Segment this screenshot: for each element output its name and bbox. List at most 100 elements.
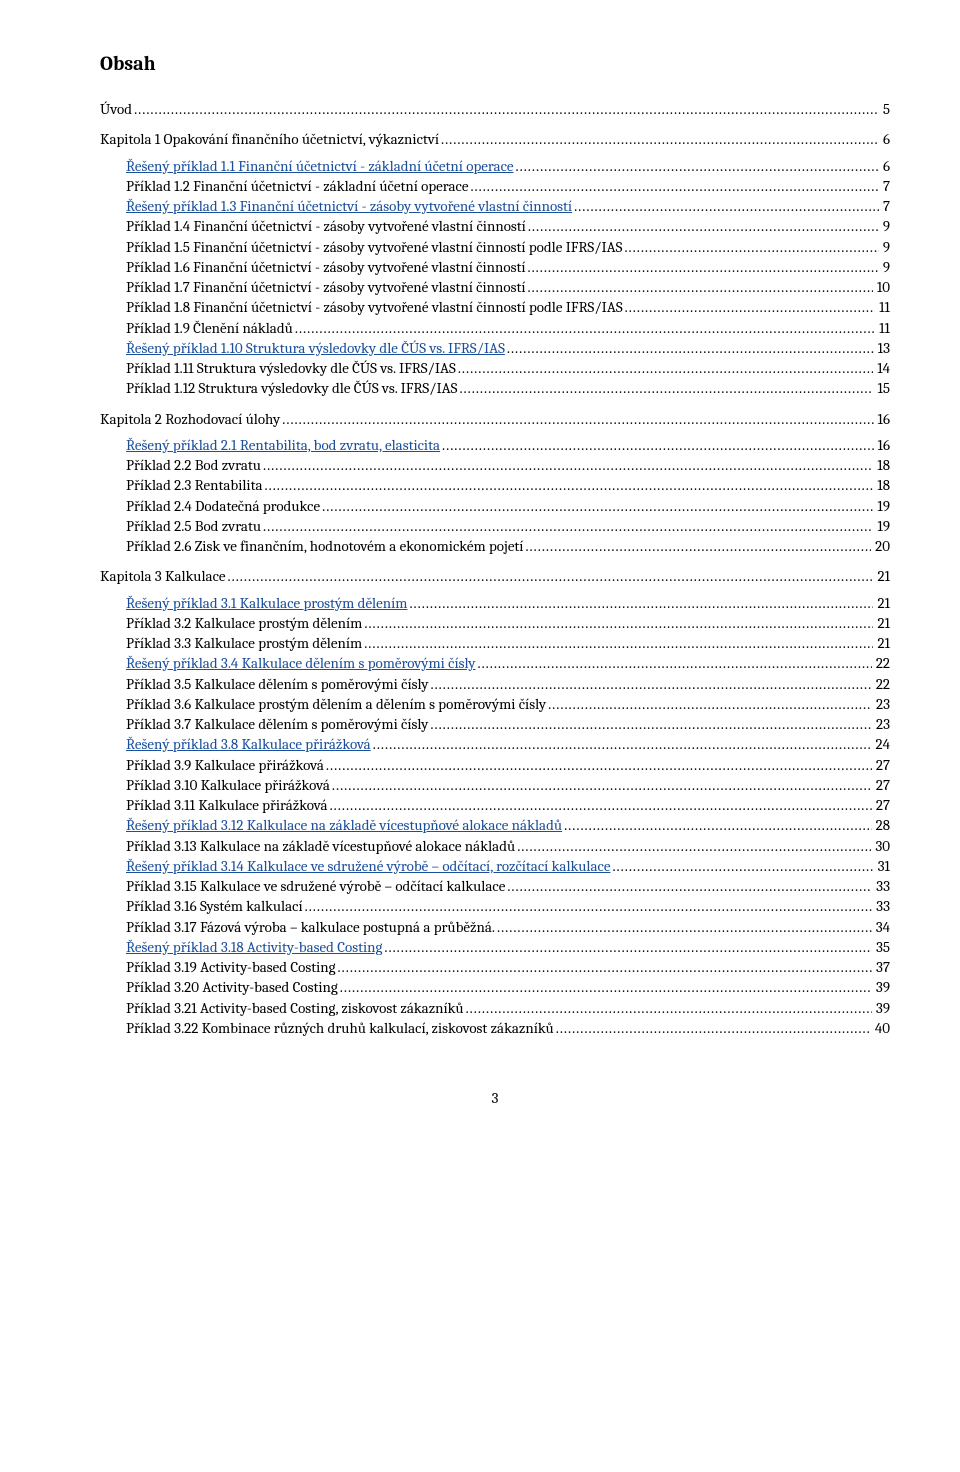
toc-label: Příklad 3.22 Kombinace různých druhů kal… bbox=[126, 1018, 554, 1038]
toc-dots bbox=[497, 917, 872, 937]
toc-page-number: 28 bbox=[876, 815, 890, 835]
toc-dots bbox=[305, 896, 873, 916]
toc-link-label[interactable]: Řešený příklad 2.1 Rentabilita, bod zvra… bbox=[126, 435, 440, 455]
toc-page-number: 39 bbox=[876, 977, 890, 997]
toc-dots bbox=[612, 856, 873, 876]
toc-link-label[interactable]: Řešený příklad 3.8 Kalkulace přirážková bbox=[126, 734, 371, 754]
toc-entry: Příklad 2.5 Bod zvratu19 bbox=[126, 516, 890, 536]
toc-entry: Příklad 1.11 Struktura výsledovky dle ČÚ… bbox=[126, 358, 890, 378]
toc-page-number: 16 bbox=[878, 435, 890, 455]
toc-page-number: 11 bbox=[879, 297, 890, 317]
toc-page-number: 27 bbox=[876, 755, 890, 775]
toc-page-number: 37 bbox=[876, 957, 890, 977]
toc-entry: Příklad 3.7 Kalkulace dělením s poměrový… bbox=[126, 714, 890, 734]
toc-entry: Řešený příklad 3.12 Kalkulace na základě… bbox=[126, 815, 890, 835]
toc-entry: Příklad 2.4 Dodatečná produkce19 bbox=[126, 496, 890, 516]
toc-dots bbox=[364, 633, 873, 653]
toc-entry: Příklad 1.6 Finanční účetnictví - zásoby… bbox=[126, 257, 890, 277]
toc-entry: Kapitola 2 Rozhodovací úlohy 16 bbox=[100, 409, 890, 429]
toc-label: Příklad 1.5 Finanční účetnictví - zásoby… bbox=[126, 237, 622, 257]
toc-entry: Řešený příklad 2.1 Rentabilita, bod zvra… bbox=[126, 435, 890, 455]
toc-dots bbox=[624, 237, 878, 257]
table-of-contents: Úvod5Kapitola 1 Opakování finančního úče… bbox=[100, 99, 890, 1038]
toc-page-number: 7 bbox=[883, 176, 890, 196]
toc-link-label[interactable]: Řešený příklad 3.18 Activity-based Costi… bbox=[126, 937, 382, 957]
toc-page-number: 11 bbox=[879, 318, 890, 338]
toc-page-number: 9 bbox=[883, 216, 890, 236]
toc-entry: Příklad 3.10 Kalkulace přirážková 27 bbox=[126, 775, 890, 795]
toc-link-label[interactable]: Řešený příklad 1.3 Finanční účetnictví -… bbox=[126, 196, 572, 216]
toc-label: Příklad 3.5 Kalkulace dělením s poměrový… bbox=[126, 674, 428, 694]
toc-page-number: 10 bbox=[877, 277, 890, 297]
toc-dots bbox=[574, 196, 879, 216]
toc-page-number: 27 bbox=[876, 775, 890, 795]
toc-dots bbox=[517, 836, 871, 856]
toc-page-number: 33 bbox=[876, 896, 890, 916]
toc-link-label[interactable]: Řešený příklad 3.1 Kalkulace prostým děl… bbox=[126, 593, 407, 613]
toc-entry: Příklad 1.2 Finanční účetnictví - základ… bbox=[126, 176, 890, 196]
toc-link-label[interactable]: Řešený příklad 3.4 Kalkulace dělením s p… bbox=[126, 653, 475, 673]
toc-dots bbox=[564, 815, 872, 835]
toc-link-label[interactable]: Řešený příklad 1.10 Struktura výsledovky… bbox=[126, 338, 505, 358]
toc-label: Příklad 3.11 Kalkulace přirážková bbox=[126, 795, 328, 815]
toc-dots bbox=[625, 297, 876, 317]
toc-entry: Kapitola 1 Opakování finančního účetnict… bbox=[100, 129, 890, 149]
toc-label: Příklad 2.2 Bod zvratu bbox=[126, 455, 261, 475]
toc-dots bbox=[458, 358, 873, 378]
toc-entry: Řešený příklad 3.8 Kalkulace přirážková 2… bbox=[126, 734, 890, 754]
toc-label: Příklad 1.7 Finanční účetnictví - zásoby… bbox=[126, 277, 525, 297]
toc-page-number: 21 bbox=[877, 613, 890, 633]
toc-page-number: 23 bbox=[876, 714, 890, 734]
toc-dots bbox=[459, 378, 873, 398]
toc-dots bbox=[548, 694, 872, 714]
toc-dots bbox=[364, 613, 873, 633]
toc-label: Příklad 3.16 Systém kalkulací bbox=[126, 896, 303, 916]
toc-entry: Příklad 3.21 Activity-based Costing, zis… bbox=[126, 998, 890, 1018]
toc-entry: Příklad 3.3 Kalkulace prostým dělením 21 bbox=[126, 633, 890, 653]
toc-label: Kapitola 2 Rozhodovací úlohy bbox=[100, 409, 280, 429]
toc-page-number: 39 bbox=[876, 998, 890, 1018]
toc-page-number: 9 bbox=[883, 237, 890, 257]
toc-label: Příklad 3.3 Kalkulace prostým dělením bbox=[126, 633, 362, 653]
toc-dots bbox=[322, 496, 873, 516]
toc-dots bbox=[384, 937, 872, 957]
toc-entry: Řešený příklad 1.1 Finanční účetnictví -… bbox=[126, 156, 890, 176]
toc-dots bbox=[527, 277, 872, 297]
toc-entry: Příklad 1.7 Finanční účetnictví - zásoby… bbox=[126, 277, 890, 297]
toc-link-label[interactable]: Řešený příklad 3.12 Kalkulace na základě… bbox=[126, 815, 562, 835]
toc-dots bbox=[338, 957, 872, 977]
toc-label: Příklad 1.2 Finanční účetnictví - základ… bbox=[126, 176, 468, 196]
toc-entry: Řešený příklad 1.10 Struktura výsledovky… bbox=[126, 338, 890, 358]
toc-entry: Příklad 3.9 Kalkulace přirážková27 bbox=[126, 755, 890, 775]
toc-dots bbox=[466, 998, 872, 1018]
toc-dots bbox=[525, 536, 871, 556]
toc-page-number: 9 bbox=[883, 257, 890, 277]
toc-entry: Příklad 3.15 Kalkulace ve sdružené výrob… bbox=[126, 876, 890, 896]
toc-label: Příklad 3.19 Activity-based Costing bbox=[126, 957, 336, 977]
toc-page-number: 6 bbox=[883, 129, 890, 149]
toc-link-label[interactable]: Řešený příklad 1.1 Finanční účetnictví -… bbox=[126, 156, 514, 176]
toc-page-number: 21 bbox=[877, 633, 890, 653]
toc-link-label[interactable]: Řešený příklad 3.14 Kalkulace ve sdružen… bbox=[126, 856, 610, 876]
toc-page-number: 20 bbox=[875, 536, 890, 556]
toc-entry: Příklad 2.6 Zisk ve finančním, hodnotové… bbox=[126, 536, 890, 556]
page-number-footer: 3 bbox=[100, 1088, 890, 1108]
toc-label: Příklad 2.5 Bod zvratu bbox=[126, 516, 261, 536]
toc-dots bbox=[134, 99, 879, 119]
toc-dots bbox=[332, 775, 872, 795]
toc-dots bbox=[527, 257, 878, 277]
toc-page-number: 30 bbox=[875, 836, 890, 856]
toc-dots bbox=[263, 455, 873, 475]
toc-dots bbox=[441, 129, 879, 149]
toc-label: Příklad 1.12 Struktura výsledovky dle ČÚ… bbox=[126, 378, 457, 398]
toc-label: Příklad 3.10 Kalkulace přirážková bbox=[126, 775, 330, 795]
toc-page-number: 24 bbox=[876, 734, 890, 754]
toc-page-number: 16 bbox=[878, 409, 890, 429]
toc-dots bbox=[326, 755, 872, 775]
toc-dots bbox=[409, 593, 873, 613]
toc-entry: Řešený příklad 3.14 Kalkulace ve sdružen… bbox=[126, 856, 890, 876]
toc-dots bbox=[263, 516, 873, 536]
toc-entry: Příklad 3.17 Fázová výroba – kalkulace p… bbox=[126, 917, 890, 937]
toc-entry: Příklad 1.9 Členění nákladů 11 bbox=[126, 318, 890, 338]
toc-label: Příklad 1.9 Členění nákladů bbox=[126, 318, 293, 338]
